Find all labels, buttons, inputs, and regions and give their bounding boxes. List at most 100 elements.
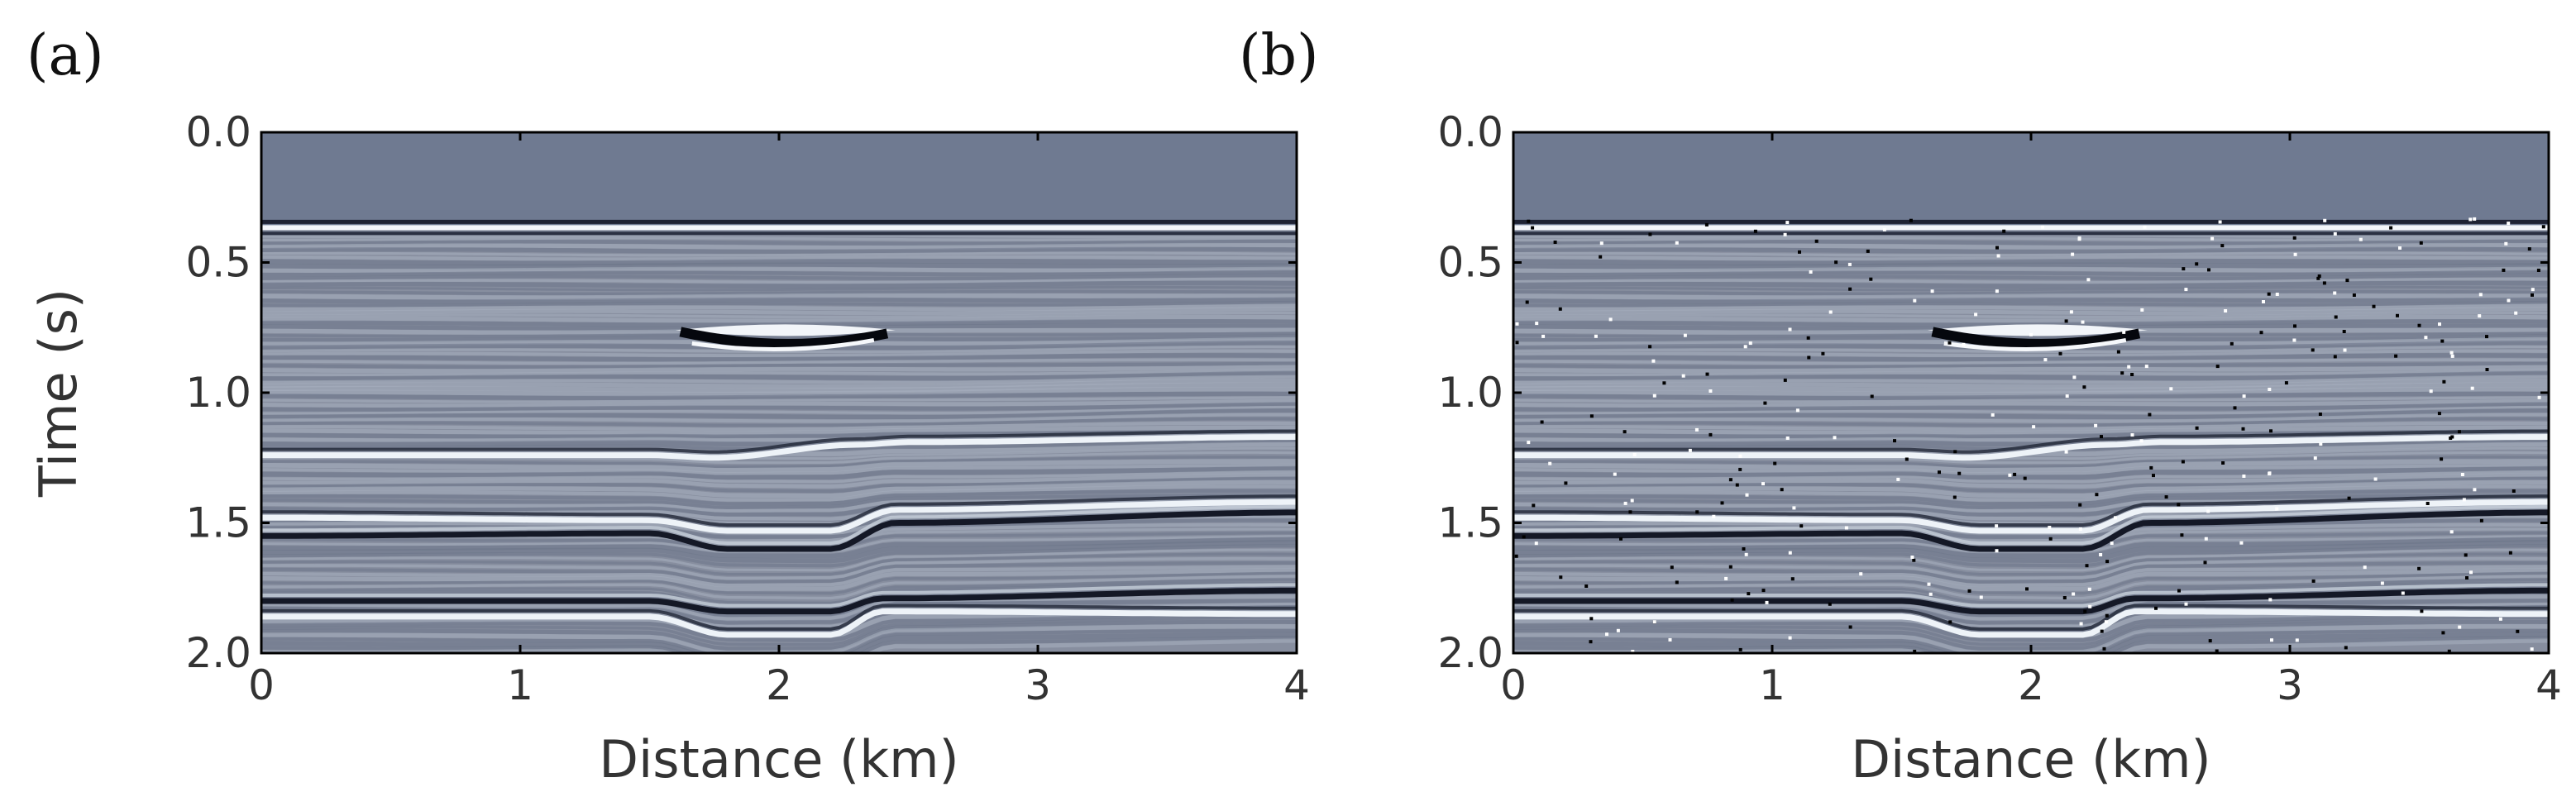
noise-point-b-117 (1748, 341, 1752, 346)
noise-point-b-73 (1648, 232, 1652, 236)
noise-point-b-172 (1599, 241, 1603, 246)
noise-point-b-29 (1957, 471, 1962, 475)
noise-point-b-38 (1525, 300, 1529, 304)
noise-point-b-87 (2511, 489, 2516, 493)
noise-point-b-6 (1912, 558, 1916, 562)
layer-texture-a-18 (261, 297, 1297, 304)
noise-point-b-71 (2269, 429, 2273, 433)
layer-texture-b-10 (1513, 266, 2549, 274)
layer-texture-b-88 (1513, 561, 2549, 584)
noise-point-b-32 (2180, 533, 2184, 537)
noise-point-b-5 (1531, 226, 1535, 230)
noise-point-b-264 (2088, 604, 2092, 608)
noise-point-b-193 (1928, 592, 1933, 596)
layer-texture-a-63 (261, 465, 1297, 480)
noise-point-b-317 (2114, 516, 2117, 520)
noise-point-b-59 (1515, 341, 1519, 345)
noise-point-b-106 (2508, 551, 2512, 555)
noise-point-b-94 (2447, 649, 2451, 653)
noise-point-b-43 (2485, 368, 2489, 371)
noise-point-b-123 (1558, 307, 1562, 311)
noise-point-b-69 (1728, 478, 1732, 482)
noise-point-b-17 (2204, 537, 2208, 541)
noise-point-b-221 (1738, 647, 1742, 651)
noise-point-b-164 (1704, 222, 1709, 227)
noise-point-b-278 (2398, 246, 2402, 250)
noise-point-b-283 (2104, 620, 2108, 624)
noise-point-b-36 (2275, 293, 2279, 296)
layer-texture-b-77 (1513, 518, 2549, 539)
noise-point-b-103 (2085, 564, 2089, 568)
noise-point-b-245 (1991, 413, 1995, 417)
layer-texture-a-106 (261, 628, 1297, 653)
noise-point-b-300 (2143, 225, 2147, 229)
noise-point-b-95 (2507, 298, 2511, 303)
noise-point-b-312 (1844, 526, 1848, 530)
noise-point-b-33 (2242, 475, 2246, 478)
noise-point-b-120 (2530, 647, 2534, 651)
layer-texture-b-45 (1513, 398, 2549, 408)
y-tick-label-b-4: 2.0 (1437, 629, 1503, 677)
noise-point-b-149 (1534, 541, 1538, 546)
noise-point-b-265 (2242, 394, 2246, 398)
reflector-a-2 (261, 509, 1297, 552)
plot-area-b (1513, 132, 2549, 653)
noise-point-b-62 (2527, 247, 2531, 251)
layer-texture-b-87 (1513, 556, 2549, 580)
noise-point-b-244 (2218, 220, 2222, 224)
noise-point-b-147 (1753, 229, 1757, 233)
noise-point-b-259 (1705, 372, 1709, 376)
noise-point-b-290 (2465, 576, 2468, 580)
noise-point-b-272 (1623, 501, 1627, 505)
noise-point-b-282 (2195, 426, 2199, 430)
noise-point-b-124 (1792, 506, 1796, 510)
layer-texture-a-37 (261, 368, 1297, 377)
layer-texture-a-65 (261, 472, 1297, 489)
noise-point-b-122 (1828, 310, 1833, 314)
layer-texture-a-66 (261, 476, 1297, 494)
noise-point-b-293 (2333, 231, 2337, 236)
layer-texture-a-38 (261, 370, 1297, 381)
noise-point-b-208 (2462, 498, 2466, 502)
layer-texture-b-49 (1513, 413, 2549, 423)
reflector-a-1 (261, 499, 1297, 534)
noise-point-b-47 (2110, 541, 2114, 546)
noise-point-b-27 (2078, 527, 2082, 531)
noise-point-b-260 (1799, 524, 1804, 528)
layer-texture-a-51 (261, 421, 1297, 432)
noise-point-b-127 (2396, 313, 2399, 317)
layer-texture-a-40 (261, 378, 1297, 389)
noise-point-b-28 (1632, 452, 1637, 456)
layer-texture-a-61 (261, 459, 1297, 473)
layer-texture-a-41 (261, 382, 1297, 393)
layer-texture-a-34 (261, 358, 1297, 365)
reflector-side-b-1 (1513, 494, 2549, 527)
gas-lens-dark-b (1931, 327, 2141, 349)
noise-point-b-203 (1847, 262, 1852, 266)
noise-point-b-40 (1564, 481, 1568, 485)
layer-texture-a-89 (261, 565, 1297, 588)
noise-point-b-206 (1995, 289, 1999, 293)
noise-point-b-195 (2541, 225, 2545, 229)
x-tick-label-a-0: 0 (248, 661, 275, 709)
noise-point-b-184 (2458, 625, 2462, 629)
noise-point-b-284 (1712, 514, 1716, 518)
noise-point-b-281 (2442, 379, 2446, 384)
noise-point-b-309 (1630, 499, 1634, 503)
layer-texture-a-8 (261, 258, 1297, 266)
layer-texture-a-85 (261, 548, 1297, 572)
layer-texture-b-11 (1513, 270, 2549, 277)
layer-texture-a-103 (261, 616, 1297, 646)
noise-point-b-306 (2380, 581, 2384, 585)
noise-point-b-307 (1763, 401, 1767, 405)
layer-texture-b-2 (1513, 236, 2549, 241)
noise-point-b-158 (2029, 332, 2033, 336)
noise-point-b-247 (2460, 473, 2464, 476)
noise-point-b-86 (2323, 218, 2327, 222)
noise-point-b-298 (1623, 430, 1627, 434)
layer-texture-b-106 (1513, 628, 2549, 653)
noise-point-b-270 (1652, 394, 1656, 398)
noise-point-b-154 (2122, 330, 2126, 334)
layer-texture-a-87 (261, 556, 1297, 580)
